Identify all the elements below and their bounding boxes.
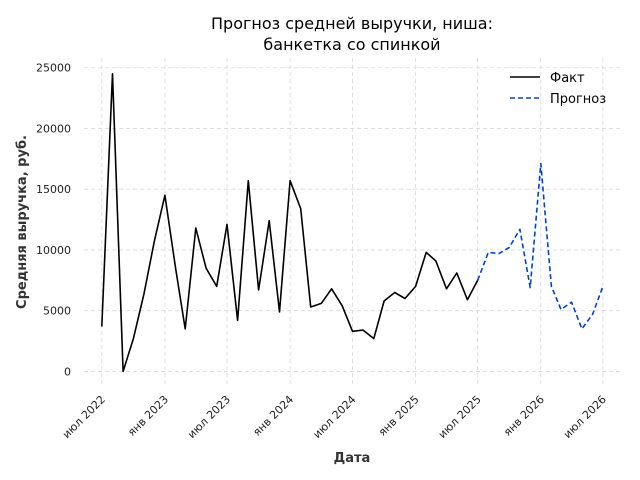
x-tick-label: июл 2025	[436, 393, 484, 441]
y-tick-label: 15000	[36, 183, 71, 196]
y-tick-label: 20000	[36, 122, 71, 135]
x-axis-label: Дата	[334, 451, 371, 466]
y-tick-label: 10000	[36, 244, 71, 257]
x-tick-label: июл 2026	[561, 393, 609, 441]
x-tick-label: июл 2022	[60, 393, 108, 441]
series-line-forecast	[476, 162, 604, 330]
y-tick-label: 0	[64, 365, 71, 378]
legend-label-forecast: Прогноз	[550, 92, 606, 107]
y-tick-label: 25000	[36, 62, 71, 75]
grid-layer	[84, 58, 620, 386]
legend-label-fact: Факт	[550, 71, 585, 86]
series-layer	[101, 73, 604, 373]
chart-title-line-1: Прогноз средней выручки, ниша:	[211, 14, 493, 33]
x-tick-label: янв 2026	[501, 393, 547, 439]
chart-title-line-2: банкетка со спинкой	[263, 35, 440, 54]
x-tick-label: янв 2023	[125, 393, 171, 439]
x-tick-label: янв 2024	[250, 393, 296, 439]
y-tick-label: 5000	[43, 305, 71, 318]
y-axis-ticks: 0 5000 10000 15000 20000 25000	[36, 62, 71, 379]
series-line-fact	[101, 73, 479, 373]
legend: Факт Прогноз	[510, 71, 606, 107]
x-tick-label: июл 2024	[311, 393, 359, 441]
x-tick-label: янв 2025	[376, 393, 422, 439]
y-axis-label: Средняя выручка, руб.	[15, 135, 30, 309]
x-tick-label: июл 2023	[185, 393, 233, 441]
x-axis-ticks: июл 2022 янв 2023 июл 2023 янв 2024 июл 2024…	[60, 393, 609, 441]
